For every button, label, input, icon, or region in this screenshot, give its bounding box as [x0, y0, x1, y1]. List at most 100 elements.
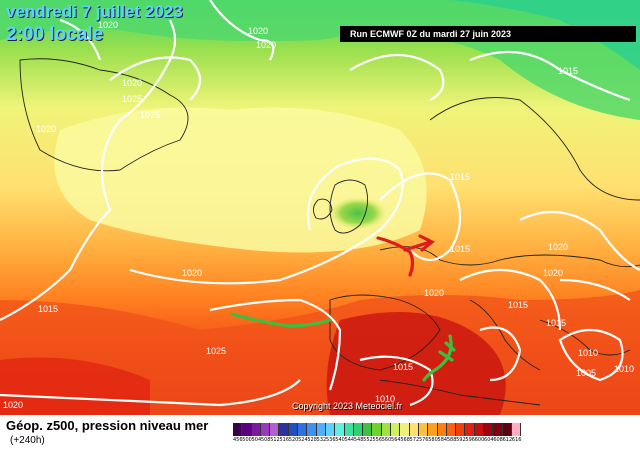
- color-scale-step: 556: [372, 423, 382, 449]
- field-northeast: [450, 0, 640, 70]
- color-scale-step: 536: [325, 423, 336, 449]
- color-scale-label: 584: [437, 437, 448, 443]
- color-swatch: [325, 423, 336, 436]
- color-scale-label: 548: [353, 437, 364, 443]
- isobar-label: 1010: [578, 348, 598, 358]
- color-swatch: [251, 423, 261, 436]
- isobar-label: 1005: [576, 368, 596, 378]
- color-scale-step: 540: [335, 423, 345, 449]
- color-scale-step: 532: [316, 423, 326, 449]
- color-swatch: [353, 423, 364, 436]
- isobar-label: 1020: [122, 78, 142, 88]
- color-scale-label: 608: [493, 437, 503, 443]
- color-scale-label: 564: [391, 437, 401, 443]
- color-scale-label: 516: [279, 437, 290, 443]
- color-scale-step: 604: [484, 423, 494, 449]
- isobar-label: 1025: [206, 346, 226, 356]
- color-swatch: [344, 423, 354, 436]
- color-swatch: [456, 423, 466, 436]
- color-scale-step: 508: [260, 423, 270, 449]
- field-low-uk: [270, 170, 430, 260]
- color-scale-label: 612: [502, 437, 513, 443]
- color-scale-step: 456: [233, 423, 243, 449]
- color-scale-step: 544: [344, 423, 355, 449]
- color-scale-label: 456: [233, 437, 243, 443]
- color-scale-step: 616: [511, 423, 522, 449]
- color-scale-label: 568: [400, 437, 410, 443]
- color-scale-step: 568: [400, 423, 410, 449]
- forecast-date: vendredi 7 juillet 2023: [6, 2, 183, 21]
- isobar-label: 1015: [393, 362, 413, 372]
- color-scale-step: 560: [381, 423, 392, 449]
- color-scale-label: 604: [484, 437, 494, 443]
- forecast-hour: 2:00 locale: [6, 24, 104, 45]
- color-scale-label: 596: [465, 437, 475, 443]
- color-scale-label: 588: [446, 437, 457, 443]
- color-scale-label: 540: [335, 437, 345, 443]
- color-swatch: [465, 423, 475, 436]
- color-scale-step: 548: [353, 423, 364, 449]
- color-scale-step: 500: [242, 423, 252, 449]
- isobar-labels: 1020 1020 1020 1025 1020 1025 1020 1020 …: [3, 20, 634, 410]
- color-swatch: [242, 423, 252, 436]
- color-scale-label: 512: [270, 437, 280, 443]
- color-scale-label: 556: [372, 437, 382, 443]
- color-swatch: [502, 423, 512, 436]
- color-scale-step: 516: [279, 423, 290, 449]
- color-swatch: [446, 423, 457, 436]
- color-scale-step: 608: [493, 423, 503, 449]
- color-swatch: [511, 423, 522, 436]
- color-swatch: [484, 423, 494, 436]
- isobar-label: 1020: [424, 288, 444, 298]
- isobar-label: 1020: [98, 20, 118, 30]
- color-scale-label: 520: [288, 437, 299, 443]
- color-scale-step: 600: [474, 423, 485, 449]
- color-scale-step: 592: [456, 423, 466, 449]
- color-swatch: [409, 423, 419, 436]
- color-scale-step: 524: [298, 423, 308, 449]
- isobar-label: 1020: [543, 268, 563, 278]
- isobar-label: 1015: [558, 66, 578, 76]
- color-scale-step: 596: [465, 423, 475, 449]
- color-swatch: [316, 423, 326, 436]
- color-scale-label: 504: [251, 437, 262, 443]
- color-swatch: [307, 423, 317, 436]
- color-scale-label: 552: [363, 437, 373, 443]
- isobar-label: 1020: [3, 400, 23, 410]
- color-scale-step: 588: [446, 423, 457, 449]
- color-swatch: [391, 423, 401, 436]
- color-scale-step: 564: [391, 423, 401, 449]
- color-swatch: [335, 423, 345, 436]
- color-swatch: [288, 423, 299, 436]
- red-arrow-annotation: [376, 234, 435, 277]
- color-swatch: [363, 423, 373, 436]
- isobar-label: 1015: [450, 244, 470, 254]
- color-scale-label: 600: [474, 437, 485, 443]
- coastlines: [19, 58, 640, 406]
- color-swatch: [381, 423, 392, 436]
- color-swatch: [437, 423, 447, 436]
- color-swatch: [400, 423, 410, 436]
- color-scale-step: 576: [418, 423, 429, 449]
- color-scale-step: 580: [428, 423, 438, 449]
- copyright-notice: Copyright 2023 Meteociel.fr: [292, 401, 403, 411]
- color-swatch: [372, 423, 382, 436]
- isobar-label: 1020: [548, 242, 568, 252]
- color-scale-label: 572: [409, 437, 420, 443]
- color-swatch: [233, 423, 243, 436]
- color-scale-label: 544: [344, 437, 355, 443]
- color-swatch: [418, 423, 429, 436]
- color-scale-label: 500: [242, 437, 252, 443]
- legend-subtitle: (+240h): [10, 435, 45, 446]
- color-scale-step: 512: [270, 423, 280, 449]
- isobar-label: 1015: [38, 304, 58, 314]
- isobar-label: 1020: [182, 268, 202, 278]
- green-marker-annotation: [230, 312, 456, 382]
- run-info-banner: Run ECMWF 0Z du mardi 27 juin 2023: [340, 26, 636, 42]
- isobar-label: 1015: [450, 172, 470, 182]
- color-scale-label: 524: [298, 437, 308, 443]
- color-scale-step: 612: [502, 423, 513, 449]
- color-scale: 456 500 504 508 512 516 520 524 528 532 536 540 544 5…: [233, 423, 521, 449]
- color-scale-step: 504: [251, 423, 262, 449]
